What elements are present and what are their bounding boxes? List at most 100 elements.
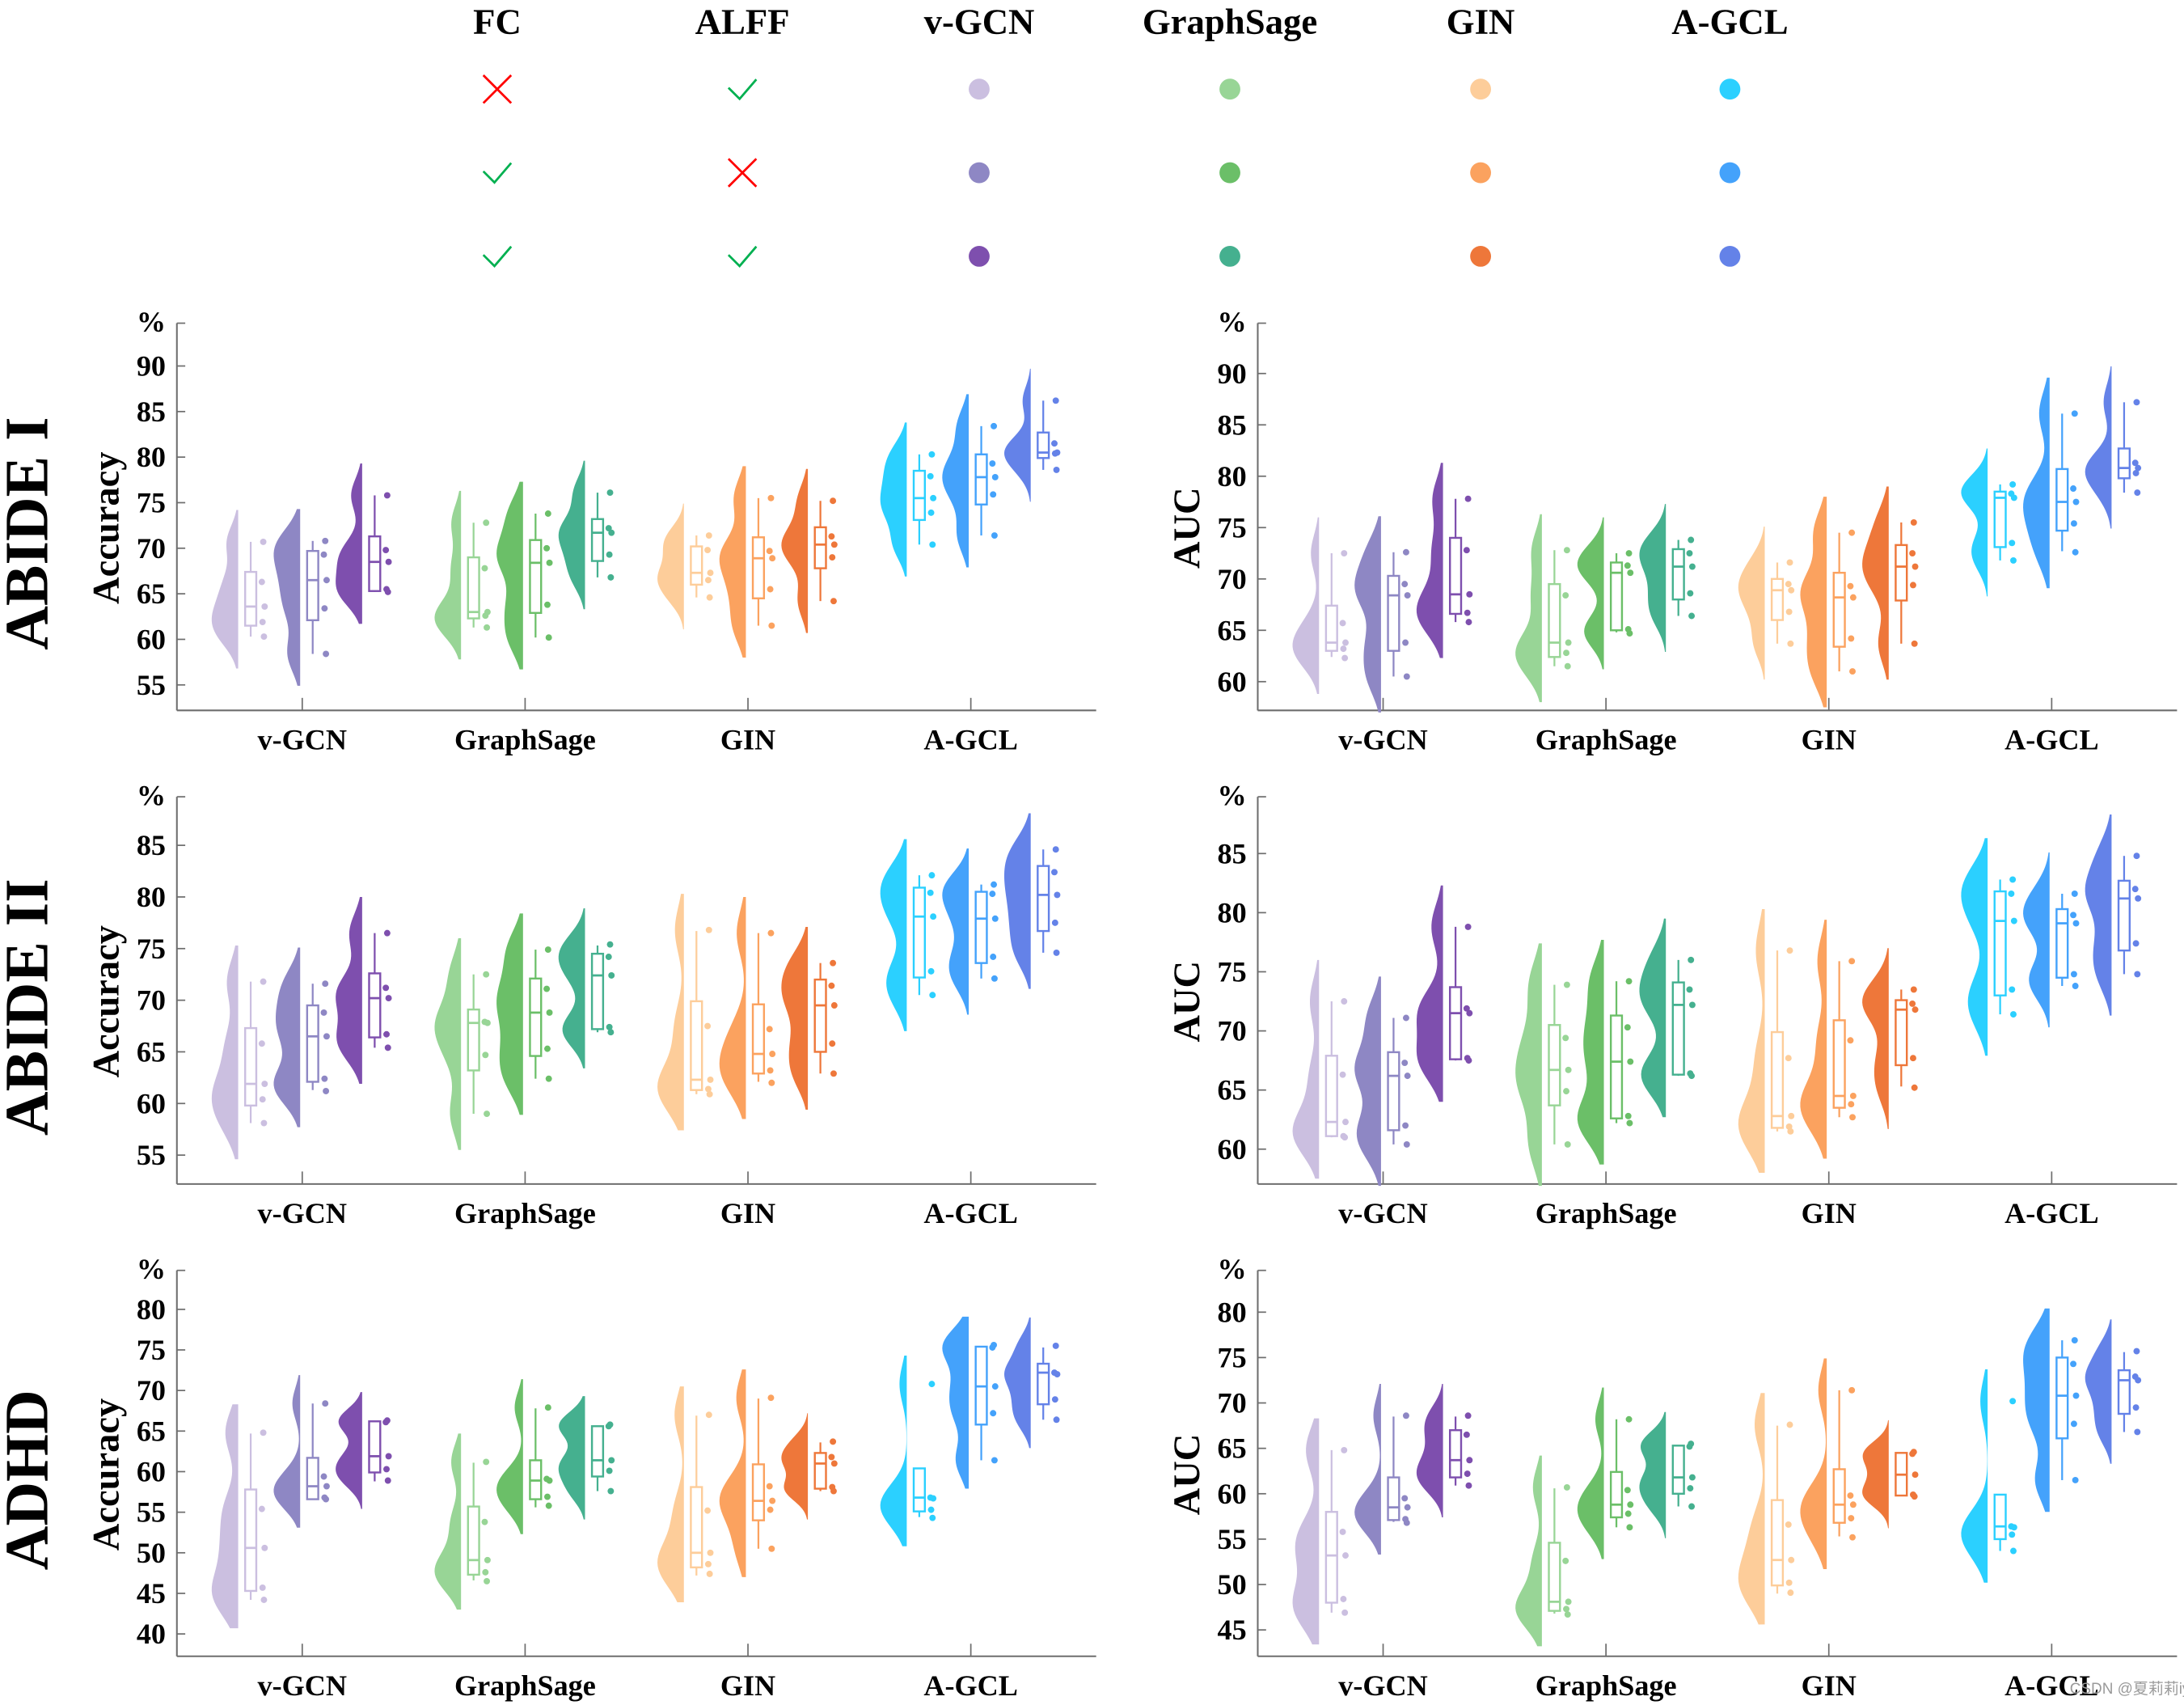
check-icon [482, 245, 513, 268]
data-point [608, 972, 615, 979]
box [1037, 1362, 1050, 1406]
data-point [484, 1556, 491, 1563]
data-point [991, 881, 998, 888]
box [1770, 1030, 1785, 1129]
data-point [2009, 1531, 2016, 1538]
data-point [544, 601, 551, 608]
data-point [481, 1518, 488, 1525]
raincloud-a-gcl-1 [880, 839, 937, 1031]
legend-marker-v-gcn-1 [969, 78, 990, 100]
data-point [707, 569, 714, 577]
violin [1738, 1393, 1765, 1625]
violin [1577, 517, 1604, 670]
data-point [1911, 1084, 1918, 1091]
data-point [1465, 1057, 1472, 1064]
box [306, 1004, 319, 1083]
y-axis-label: AUC [1167, 1434, 1208, 1516]
cross-icon [482, 74, 513, 104]
data-point [483, 971, 490, 978]
data-point [766, 1483, 773, 1490]
data-point [2134, 489, 2141, 497]
y-tick-label: 65 [1218, 1432, 1247, 1465]
data-point [1053, 466, 1060, 473]
raincloud-a-gcl-3 [1003, 1317, 1061, 1449]
violin [880, 1356, 907, 1546]
violin [1639, 504, 1667, 652]
y-tick-label: 60 [1218, 1133, 1247, 1166]
box [1609, 1014, 1624, 1119]
data-point [1624, 1112, 1632, 1119]
raincloud-graphsage-3 [1639, 918, 1696, 1118]
data-point [2071, 1337, 2078, 1344]
data-point [260, 538, 267, 545]
data-point [385, 558, 392, 565]
data-point [1848, 958, 1856, 965]
data-point [482, 1568, 489, 1576]
data-point [2072, 548, 2079, 556]
data-point [1564, 1140, 1571, 1148]
box [1671, 1445, 1685, 1496]
data-point [320, 551, 327, 558]
raincloud-v-gcn-2 [1354, 976, 1411, 1187]
box [751, 1003, 766, 1075]
violin [2023, 852, 2050, 1028]
data-point [1565, 639, 1572, 646]
x-tick-label: GIN [1802, 1669, 1857, 1702]
check-icon [482, 162, 513, 184]
data-point [1911, 640, 1918, 647]
data-point [2071, 891, 2078, 897]
raincloud-graphsage-3 [558, 908, 615, 1068]
data-point [1785, 1521, 1792, 1528]
data-point [1848, 1101, 1855, 1108]
y-tick-label: 90 [1218, 358, 1247, 390]
data-point [384, 588, 391, 595]
data-point [1788, 586, 1795, 594]
violin [1738, 908, 1765, 1174]
data-point [2132, 470, 2140, 476]
panel-adhd-accuracy: % 40 45 50 55 60 65 70 75 80 Accuracy ADHD v-GCN Grap… [0, 1253, 1096, 1702]
data-point [605, 1423, 612, 1430]
violin [657, 1386, 684, 1603]
y-unit-label: % [1218, 306, 1247, 338]
box [751, 536, 766, 599]
data-point [2135, 464, 2142, 472]
violin [942, 848, 969, 1015]
y-tick-label: 80 [1218, 1296, 1247, 1328]
data-point [1563, 981, 1570, 988]
data-point [1912, 1006, 1919, 1013]
box [306, 1457, 319, 1500]
data-point [706, 594, 713, 601]
data-point [1051, 1396, 1058, 1403]
data-point [1402, 639, 1409, 646]
data-point [260, 1429, 267, 1436]
data-point [768, 622, 775, 629]
raincloud-v-gcn-2 [273, 947, 330, 1128]
data-point [259, 619, 266, 626]
data-point [484, 1019, 491, 1026]
data-point [1787, 1128, 1794, 1135]
raincloud-v-gcn-3 [336, 896, 392, 1085]
y-tick-label: 70 [137, 532, 166, 565]
y-tick-label: 80 [1218, 896, 1247, 929]
data-point [989, 1344, 996, 1351]
data-point [1688, 536, 1695, 544]
data-point [1686, 986, 1693, 993]
data-point [1466, 590, 1473, 598]
data-point [830, 1070, 837, 1077]
data-point [606, 1023, 613, 1030]
data-point [1051, 450, 1058, 457]
y-tick-label: 70 [137, 984, 166, 1017]
data-point [1052, 846, 1059, 853]
box [1832, 1468, 1846, 1524]
x-tick-label: v-GCN [1338, 724, 1427, 756]
data-point [260, 1597, 268, 1603]
raincloud-gin-1 [1738, 908, 1795, 1174]
data-point [382, 1419, 390, 1426]
box [1448, 1429, 1463, 1479]
box [1993, 1493, 2007, 1541]
data-point [1688, 1474, 1696, 1481]
data-point [484, 624, 491, 631]
data-point [607, 1029, 615, 1036]
data-point [830, 1487, 837, 1495]
legend-header-fc: FC [473, 1, 522, 41]
